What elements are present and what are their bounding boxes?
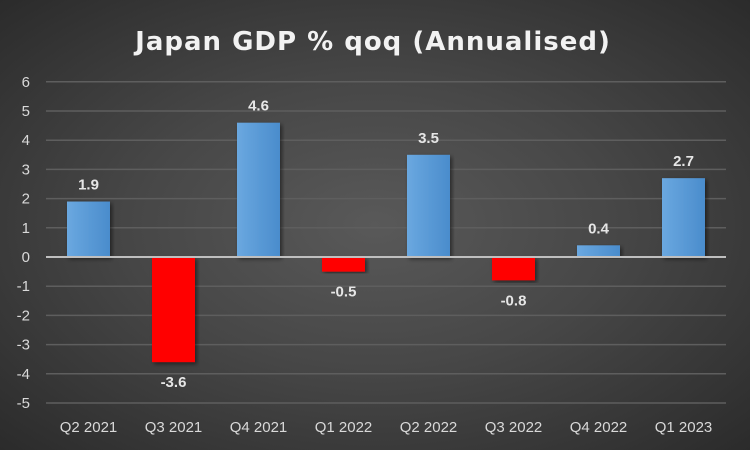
bar-q1-2022 — [322, 257, 365, 272]
x-tick-label: Q4 2022 — [570, 419, 628, 436]
y-tick-label: -4 — [17, 366, 30, 383]
x-tick-label: Q1 2023 — [655, 419, 713, 436]
x-tick-label: Q4 2021 — [230, 419, 288, 436]
data-label: 1.9 — [78, 177, 99, 194]
x-tick-label: Q2 2022 — [400, 419, 458, 436]
bar-q4-2021 — [237, 122, 280, 258]
chart-title: Japan GDP % qoq (Annualised) — [133, 27, 611, 57]
bar-q1-2023 — [662, 178, 705, 257]
y-tick-label: 1 — [22, 220, 30, 237]
y-tick-label: 2 — [22, 191, 30, 208]
y-tick-label: -5 — [17, 395, 30, 412]
y-tick-label: 5 — [22, 103, 30, 120]
data-label: 3.5 — [418, 130, 439, 147]
y-tick-label: 6 — [22, 74, 30, 91]
data-label: 2.7 — [673, 153, 694, 170]
x-tick-label: Q3 2021 — [145, 419, 203, 436]
y-tick-label: -2 — [17, 307, 30, 324]
x-tick-label: Q2 2021 — [60, 419, 118, 436]
x-tick-label: Q1 2022 — [315, 419, 373, 436]
y-tick-label: 4 — [22, 132, 30, 149]
data-label: -3.6 — [161, 374, 187, 391]
y-tick-label: 3 — [22, 161, 30, 178]
bar-q2-2022 — [407, 154, 450, 257]
data-label: -0.5 — [331, 284, 357, 301]
data-label: 0.4 — [588, 220, 610, 237]
y-tick-label: -3 — [17, 337, 30, 354]
data-label: 4.6 — [248, 98, 269, 115]
bar-q4-2022 — [577, 245, 620, 257]
y-tick-label: -1 — [17, 278, 30, 295]
bar-q2-2021 — [67, 201, 110, 257]
x-tick-label: Q3 2022 — [485, 419, 543, 436]
bar-q3-2021 — [152, 257, 195, 363]
bar-q3-2022 — [492, 257, 535, 281]
data-label: -0.8 — [501, 292, 527, 309]
y-tick-label: 0 — [22, 249, 30, 266]
